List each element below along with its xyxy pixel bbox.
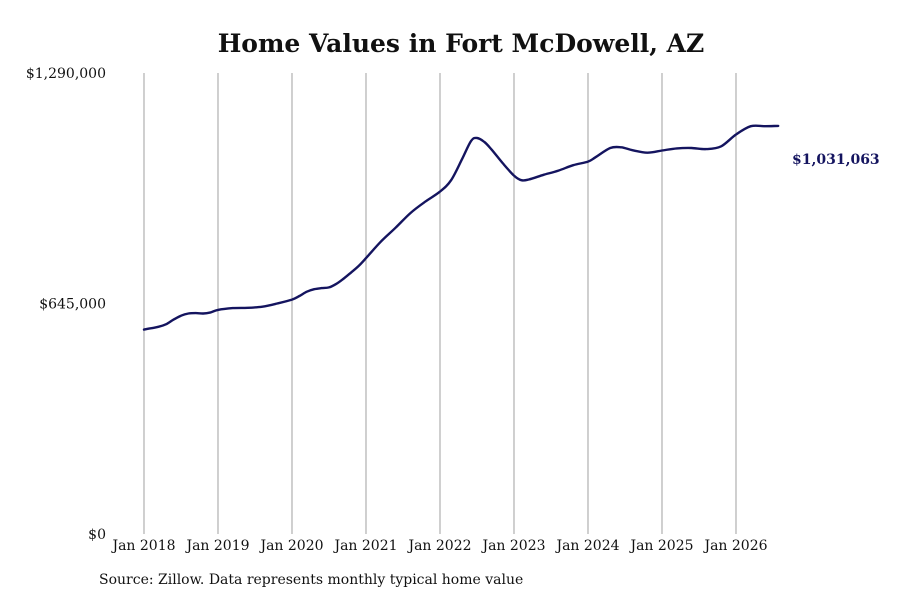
y-tick-label: $0: [88, 527, 106, 543]
x-tick-label: Jan 2021: [332, 538, 397, 554]
x-tick-label: Jan 2019: [184, 538, 249, 554]
x-tick-label: Jan 2018: [110, 538, 175, 554]
x-tick-label: Jan 2025: [628, 538, 693, 554]
series-line: [142, 124, 780, 331]
x-tick-label: Jan 2023: [480, 538, 545, 554]
x-tick-label: Jan 2022: [406, 538, 471, 554]
x-tick-label: Jan 2026: [702, 538, 767, 554]
y-axis-ticks: $0 $645,000 $1,290,000: [26, 66, 106, 543]
x-axis-ticks: Jan 2018 Jan 2019 Jan 2020 Jan 2021 Jan 2022…: [110, 538, 767, 554]
y-tick-label: $645,000: [39, 297, 106, 313]
x-tick-label: Jan 2024: [554, 538, 619, 554]
y-tick-label: $1,290,000: [26, 66, 106, 82]
source-note: Source: Zillow. Data represents monthly …: [99, 572, 524, 588]
chart-title: Home Values in Fort McDowell, AZ: [218, 29, 705, 58]
x-tick-label: Jan 2020: [258, 538, 323, 554]
gridlines: [143, 73, 737, 534]
last-value-label: $1,031,063: [792, 152, 880, 168]
